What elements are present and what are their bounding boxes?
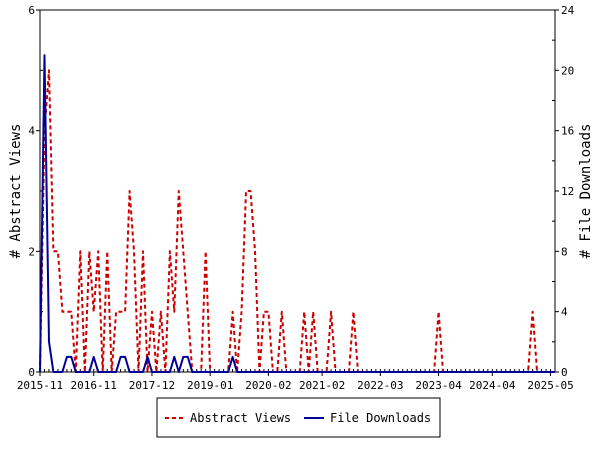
y-right-tick-label: 4 (561, 306, 568, 319)
x-tick-label: 2017-12 (129, 379, 175, 392)
series-line-file-downloads (39, 54, 555, 373)
x-tick-label: 2023-04 (415, 379, 462, 392)
x-tick-label: 2015-11 (17, 379, 63, 392)
series-layer (39, 54, 555, 373)
y-right-tick-label: 12 (561, 185, 574, 198)
x-tick-label: 2024-04 (469, 379, 516, 392)
legend-label-file-downloads: File Downloads (330, 411, 431, 425)
y-left-tick-label: 4 (28, 125, 35, 138)
y-axis-right: 0 4 8 12 16 20 24 (552, 4, 575, 379)
x-tick-label: 2022-03 (357, 379, 403, 392)
y-left-tick-label: 2 (28, 245, 35, 258)
y-right-tick-label: 24 (561, 4, 575, 17)
plot-area (39, 9, 556, 373)
legend: Abstract Views File Downloads (156, 397, 441, 438)
legend-label-abstract-views: Abstract Views (190, 411, 291, 425)
y-right-tick-label: 0 (561, 366, 568, 379)
y-right-tick-label: 8 (561, 245, 568, 258)
y-axis-right-title: # File Downloads (578, 124, 594, 259)
y-axis-left-title: # Abstract Views (8, 124, 24, 259)
x-axis: 2015-11 2016-11 2017-12 2019-01 2020-02 2021-… (17, 369, 574, 392)
x-tick-label: 2019-01 (187, 379, 233, 392)
x-tick-label: 2020-02 (245, 379, 291, 392)
y-left-tick-label: 6 (28, 4, 35, 17)
x-tick-label: 2025-05 (527, 379, 573, 392)
x-tick-label: 2021-02 (299, 379, 345, 392)
y-right-tick-label: 20 (561, 64, 574, 77)
y-right-tick-label: 16 (561, 125, 574, 138)
legend-box (156, 397, 441, 438)
y-left-tick-label: 0 (28, 366, 35, 379)
x-tick-label: 2016-11 (71, 379, 117, 392)
